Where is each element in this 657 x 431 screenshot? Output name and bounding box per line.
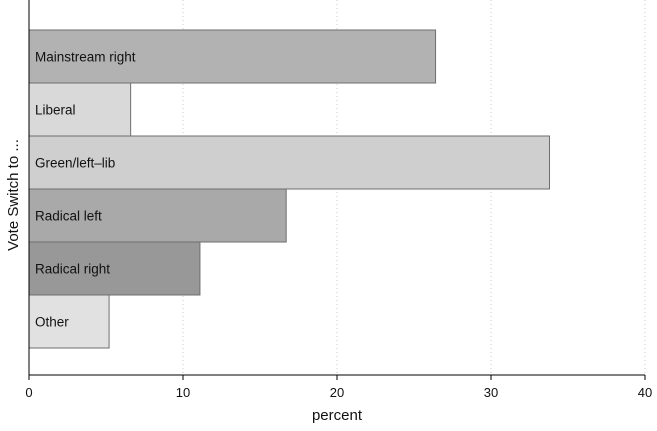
bars: Mainstream right Liberal Green/left–lib Rad…	[28, 29, 551, 349]
bar-label: Green/left–lib	[35, 156, 115, 171]
bar	[28, 82, 132, 137]
x-axis-title: percent	[312, 407, 363, 424]
bar-label: Radical right	[35, 262, 110, 277]
gridlines	[182, 0, 646, 375]
x-axis: 0 10 20 30 40	[25, 0, 652, 400]
x-tick-label: 10	[176, 385, 190, 400]
x-tick-label: 40	[638, 385, 652, 400]
bar	[28, 135, 551, 190]
x-tick-label: 30	[484, 385, 498, 400]
bar-label: Liberal	[35, 103, 76, 118]
bar-label: Radical left	[35, 209, 102, 224]
x-tick-label: 20	[330, 385, 344, 400]
bar	[28, 29, 437, 84]
bar-label: Other	[35, 315, 69, 330]
x-tick-label: 0	[25, 385, 32, 400]
y-axis-title: Vote Switch to ...	[5, 139, 22, 251]
bar-label: Mainstream right	[35, 50, 136, 65]
